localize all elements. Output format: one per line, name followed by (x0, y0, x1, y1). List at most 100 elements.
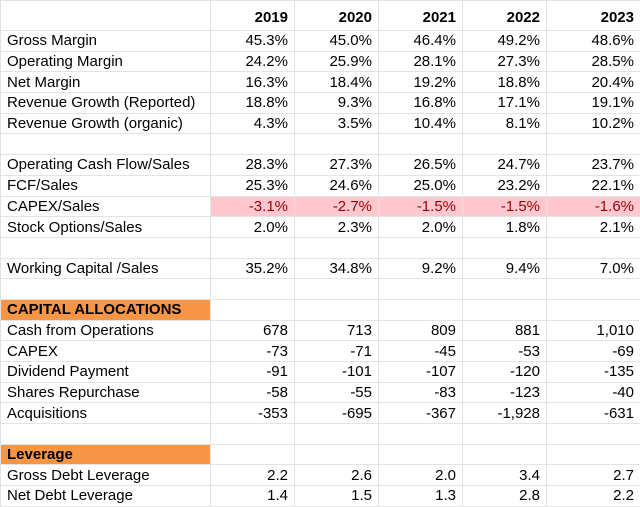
value-cell: 9.2% (379, 258, 463, 279)
value-cell: 45.0% (295, 31, 379, 52)
value-cell: -3.1% (211, 196, 295, 217)
value-cell: 4.3% (211, 113, 295, 134)
year-header: 2023 (547, 1, 640, 31)
data-row: Dividend Payment-91-101-107-120-135 (1, 362, 640, 383)
row-label: Cash from Operations (1, 320, 211, 341)
year-header: 2022 (463, 1, 547, 31)
empty-cell (463, 134, 547, 155)
data-row: Shares Repurchase-58-55-83-123-40 (1, 382, 640, 403)
empty-cell (463, 299, 547, 320)
data-row: CAPEX/Sales-3.1%-2.7%-1.5%-1.5%-1.6% (1, 196, 640, 217)
empty-cell (463, 444, 547, 465)
year-header: 2021 (379, 1, 463, 31)
value-cell: -55 (295, 382, 379, 403)
year-header: 2020 (295, 1, 379, 31)
empty-cell (379, 444, 463, 465)
row-label: Dividend Payment (1, 362, 211, 383)
empty-cell (463, 424, 547, 445)
value-cell: -1.5% (463, 196, 547, 217)
empty-cell (211, 237, 295, 258)
section-title: CAPITAL ALLOCATIONS (1, 299, 211, 320)
row-label: Shares Repurchase (1, 382, 211, 403)
value-cell: 2.1% (547, 217, 640, 238)
empty-cell (547, 299, 640, 320)
value-cell: 2.0% (379, 217, 463, 238)
spacer-row (1, 237, 640, 258)
value-cell: -107 (379, 362, 463, 383)
value-cell: -71 (295, 341, 379, 362)
value-cell: 19.1% (547, 93, 640, 114)
data-row: Revenue Growth (Reported)18.8%9.3%16.8%1… (1, 93, 640, 114)
value-cell: 34.8% (295, 258, 379, 279)
value-cell: 23.7% (547, 155, 640, 176)
value-cell: 16.3% (211, 72, 295, 93)
value-cell: 35.2% (211, 258, 295, 279)
value-cell: 10.2% (547, 113, 640, 134)
value-cell: 1,010 (547, 320, 640, 341)
value-cell: 27.3% (463, 51, 547, 72)
value-cell: 2.3% (295, 217, 379, 238)
value-cell: 48.6% (547, 31, 640, 52)
empty-cell (295, 299, 379, 320)
row-label: Acquisitions (1, 403, 211, 424)
value-cell: 2.2 (211, 465, 295, 486)
value-cell: 28.1% (379, 51, 463, 72)
value-cell: 1.5 (295, 486, 379, 507)
value-cell: -69 (547, 341, 640, 362)
value-cell: -91 (211, 362, 295, 383)
value-cell: 19.2% (379, 72, 463, 93)
value-cell: 26.5% (379, 155, 463, 176)
data-row: Revenue Growth (organic)4.3%3.5%10.4%8.1… (1, 113, 640, 134)
empty-cell (379, 134, 463, 155)
empty-cell (379, 299, 463, 320)
section-row: Leverage (1, 444, 640, 465)
value-cell: 27.3% (295, 155, 379, 176)
value-cell: 1.4 (211, 486, 295, 507)
empty-cell (211, 424, 295, 445)
value-cell: -1.6% (547, 196, 640, 217)
row-label: Operating Cash Flow/Sales (1, 155, 211, 176)
data-row: CAPEX-73-71-45-53-69 (1, 341, 640, 362)
empty-cell (463, 237, 547, 258)
empty-cell (295, 134, 379, 155)
row-label: Stock Options/Sales (1, 217, 211, 238)
empty-cell (295, 424, 379, 445)
empty-cell (211, 134, 295, 155)
value-cell: -367 (379, 403, 463, 424)
empty-cell (547, 424, 640, 445)
value-cell: 25.0% (379, 175, 463, 196)
row-label: Working Capital /Sales (1, 258, 211, 279)
value-cell: -123 (463, 382, 547, 403)
value-cell: 18.4% (295, 72, 379, 93)
value-cell: 2.0 (379, 465, 463, 486)
row-label: CAPEX (1, 341, 211, 362)
row-label: CAPEX/Sales (1, 196, 211, 217)
value-cell: -83 (379, 382, 463, 403)
value-cell: 713 (295, 320, 379, 341)
row-label: Operating Margin (1, 51, 211, 72)
row-label: Net Margin (1, 72, 211, 93)
empty-cell (379, 237, 463, 258)
value-cell: 809 (379, 320, 463, 341)
value-cell: 18.8% (463, 72, 547, 93)
empty-cell (1, 279, 211, 300)
value-cell: -1,928 (463, 403, 547, 424)
value-cell: 18.8% (211, 93, 295, 114)
value-cell: 20.4% (547, 72, 640, 93)
empty-cell (295, 444, 379, 465)
value-cell: -101 (295, 362, 379, 383)
empty-cell (547, 237, 640, 258)
value-cell: -631 (547, 403, 640, 424)
value-cell: -2.7% (295, 196, 379, 217)
empty-cell (295, 279, 379, 300)
value-cell: -353 (211, 403, 295, 424)
value-cell: 678 (211, 320, 295, 341)
empty-cell (379, 424, 463, 445)
row-label: Gross Margin (1, 31, 211, 52)
